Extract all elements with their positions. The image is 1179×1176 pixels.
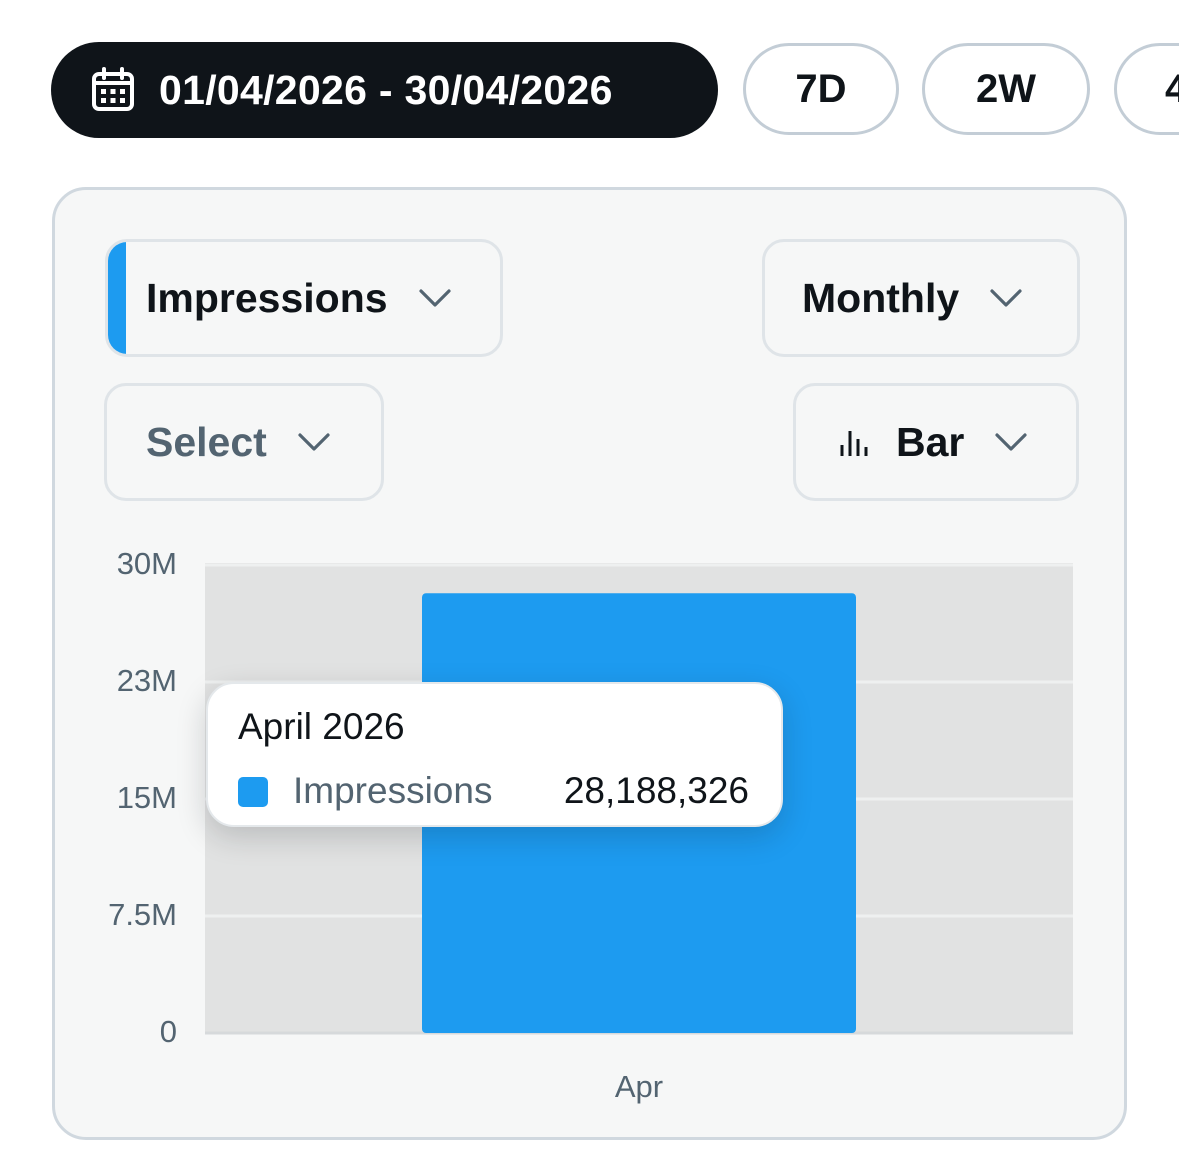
y-tick-label: 23M — [116, 663, 177, 698]
y-tick-label: 0 — [159, 1014, 177, 1049]
range-preset-4[interactable]: 4 — [1114, 43, 1179, 135]
range-preset-2w[interactable]: 2W — [922, 43, 1090, 135]
range-preset-label: 7D — [795, 66, 847, 111]
date-range-label: 01/04/2026 - 30/04/2026 — [159, 66, 613, 113]
chevron-down-icon — [418, 281, 452, 315]
range-preset-7d[interactable]: 7D — [743, 43, 899, 135]
calendar-icon — [89, 66, 137, 114]
chevron-down-icon — [989, 281, 1023, 315]
tooltip-title: April 2026 — [238, 706, 405, 747]
tooltip-series-swatch — [238, 777, 268, 807]
tooltip-value: 28,188,326 — [563, 770, 749, 811]
y-tick-label: 15M — [116, 780, 177, 815]
y-tick-label: 30M — [116, 546, 177, 581]
y-tick-label: 7.5M — [108, 897, 177, 932]
chevron-down-icon — [994, 425, 1028, 459]
chevron-down-icon — [297, 425, 331, 459]
range-preset-label: 2W — [976, 66, 1036, 111]
tooltip-series-name: Impressions — [293, 770, 493, 811]
metric-dropdown[interactable]: Impressions — [105, 239, 503, 357]
impressions-bar-chart: 0 7.5M 15M 23M 30M Apr — [55, 190, 1130, 1143]
metric-accent-bar — [108, 242, 126, 354]
chart-type-dropdown[interactable]: Bar — [793, 383, 1079, 501]
chart-type-dropdown-label: Bar — [896, 418, 965, 465]
range-preset-label: 4 — [1165, 66, 1179, 111]
chart-plot — [205, 563, 1073, 1035]
chart-tooltip: April 2026 Impressions 28,188,326 — [206, 682, 783, 827]
analytics-chart-card: Impressions Monthly Select Bar — [52, 187, 1127, 1140]
interval-dropdown[interactable]: Monthly — [762, 239, 1080, 357]
bar-chart-icon — [838, 425, 872, 459]
date-range-picker[interactable]: 01/04/2026 - 30/04/2026 — [51, 42, 718, 138]
date-range-toolbar: 01/04/2026 - 30/04/2026 7D 2W 4 — [0, 0, 1179, 180]
interval-dropdown-label: Monthly — [802, 274, 960, 321]
metric-dropdown-label: Impressions — [146, 274, 388, 321]
compare-dropdown-label: Select — [146, 418, 267, 465]
x-tick-label: Apr — [614, 1069, 664, 1104]
compare-dropdown[interactable]: Select — [104, 383, 384, 501]
